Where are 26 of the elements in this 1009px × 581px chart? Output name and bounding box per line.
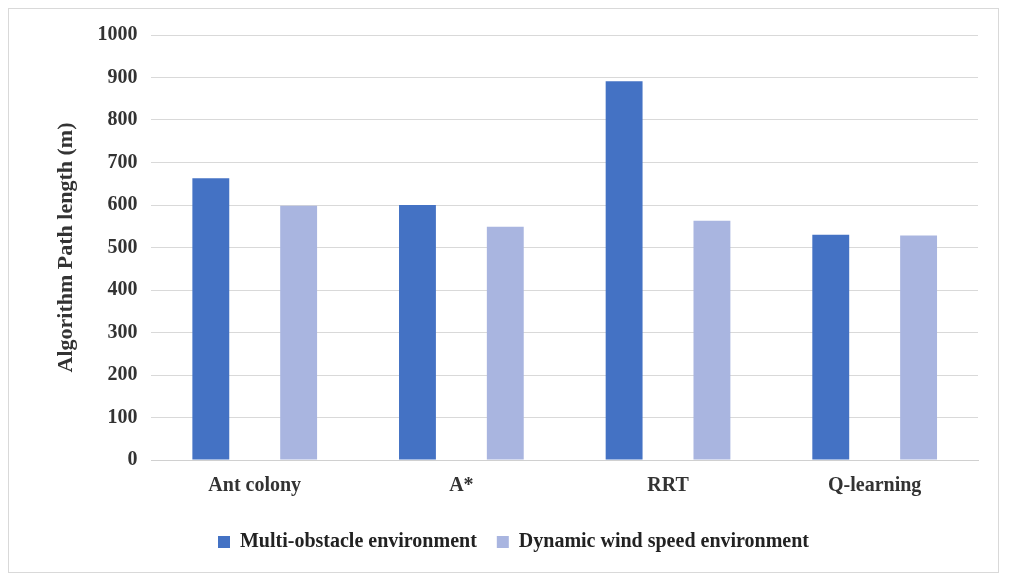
bar bbox=[486, 226, 524, 460]
bar bbox=[693, 220, 731, 460]
bar bbox=[812, 234, 850, 460]
x-tick-label: Q-learning bbox=[828, 473, 922, 497]
legend-label: Dynamic wind speed environment bbox=[518, 529, 810, 553]
y-tick-label: 300 bbox=[107, 319, 138, 342]
y-tick-label: 200 bbox=[107, 362, 138, 385]
y-tick-label: 100 bbox=[107, 404, 138, 427]
bar bbox=[192, 178, 230, 460]
legend-label: Multi-obstacle environment bbox=[239, 529, 478, 552]
bar bbox=[399, 205, 436, 460]
y-tick-label: 500 bbox=[107, 234, 138, 257]
bar bbox=[900, 235, 938, 460]
y-tick-label: 400 bbox=[107, 277, 138, 300]
y-tick-label: 1000 bbox=[97, 22, 138, 45]
bar bbox=[605, 81, 643, 460]
x-tick-label: A* bbox=[449, 473, 474, 496]
y-tick-label: 700 bbox=[107, 149, 138, 172]
x-tick-label: Ant colony bbox=[208, 473, 302, 497]
x-tick-label: RRT bbox=[647, 473, 690, 496]
y-axis-title: Algorithm Path length (m) bbox=[51, 122, 77, 373]
y-tick-label: 0 bbox=[127, 447, 138, 470]
y-tick-label: 900 bbox=[107, 64, 138, 87]
bar bbox=[280, 205, 318, 460]
y-tick-label: 600 bbox=[107, 192, 138, 215]
y-tick-label: 800 bbox=[107, 107, 138, 130]
